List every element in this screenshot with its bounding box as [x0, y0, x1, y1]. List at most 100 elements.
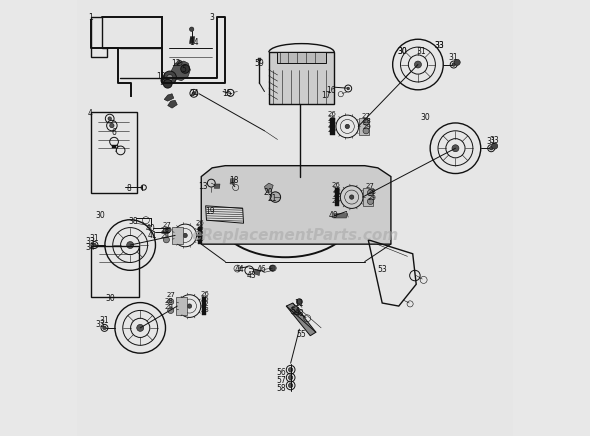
Text: 33: 33 — [434, 41, 444, 50]
Polygon shape — [214, 184, 220, 188]
Text: 53: 53 — [378, 265, 387, 274]
Text: 28: 28 — [160, 227, 169, 233]
Text: 13: 13 — [198, 182, 207, 191]
Circle shape — [93, 243, 96, 247]
Polygon shape — [201, 166, 391, 244]
Circle shape — [269, 265, 276, 271]
Text: 28: 28 — [165, 298, 174, 304]
Text: 41: 41 — [147, 231, 157, 240]
Text: 23: 23 — [201, 307, 209, 313]
Circle shape — [108, 117, 112, 120]
Circle shape — [452, 145, 459, 152]
Text: 30: 30 — [106, 294, 116, 303]
Text: 29: 29 — [368, 195, 376, 201]
Text: 33: 33 — [95, 320, 105, 329]
Circle shape — [166, 227, 171, 232]
Text: 40: 40 — [145, 224, 155, 233]
Polygon shape — [176, 297, 187, 315]
Text: 33: 33 — [490, 136, 500, 145]
Text: 27: 27 — [162, 221, 171, 228]
Text: 28: 28 — [363, 118, 372, 124]
Text: 59: 59 — [254, 59, 264, 68]
Circle shape — [183, 233, 187, 238]
Text: 22: 22 — [327, 122, 336, 128]
Text: 21: 21 — [268, 194, 277, 203]
Text: 31: 31 — [90, 234, 99, 243]
Circle shape — [363, 119, 369, 125]
Circle shape — [345, 124, 349, 129]
Circle shape — [181, 65, 189, 73]
Text: 17: 17 — [321, 92, 330, 100]
Text: 18: 18 — [229, 177, 239, 185]
Text: 31: 31 — [449, 54, 458, 62]
Polygon shape — [286, 303, 316, 336]
Text: 33: 33 — [85, 237, 95, 246]
Circle shape — [454, 59, 460, 65]
Text: 26: 26 — [196, 220, 205, 226]
Text: 30: 30 — [420, 113, 430, 122]
Polygon shape — [269, 52, 335, 104]
Text: 27: 27 — [366, 183, 375, 189]
Text: 56: 56 — [276, 368, 286, 377]
Text: 46: 46 — [257, 265, 267, 274]
Text: 10: 10 — [156, 72, 166, 81]
Text: 27: 27 — [167, 292, 176, 298]
Text: 33: 33 — [434, 41, 444, 50]
Text: 26: 26 — [201, 291, 209, 297]
Circle shape — [189, 27, 194, 31]
Text: 23: 23 — [327, 127, 336, 133]
Circle shape — [289, 368, 293, 372]
Text: 31: 31 — [417, 47, 426, 56]
Text: 43: 43 — [247, 271, 256, 280]
Text: 57: 57 — [276, 376, 286, 385]
Text: 26: 26 — [332, 182, 341, 188]
Polygon shape — [264, 183, 273, 193]
Text: 28: 28 — [368, 189, 376, 195]
Circle shape — [167, 75, 173, 81]
Text: 31: 31 — [486, 137, 496, 146]
Polygon shape — [198, 227, 202, 244]
Text: 31: 31 — [100, 316, 109, 324]
Text: 30: 30 — [96, 211, 106, 220]
Circle shape — [110, 123, 114, 128]
Circle shape — [103, 326, 106, 330]
Circle shape — [127, 242, 134, 249]
Text: 30: 30 — [397, 47, 407, 56]
Polygon shape — [112, 145, 116, 148]
Text: 22: 22 — [332, 192, 341, 198]
Text: 49: 49 — [329, 211, 338, 220]
Text: 11: 11 — [294, 299, 304, 307]
Text: 4: 4 — [88, 109, 93, 118]
Text: 58: 58 — [276, 384, 286, 392]
Text: 20: 20 — [263, 188, 273, 197]
Text: 26: 26 — [327, 111, 336, 117]
Circle shape — [296, 299, 303, 305]
Polygon shape — [202, 297, 206, 315]
Polygon shape — [206, 206, 244, 223]
Circle shape — [187, 304, 192, 308]
Polygon shape — [359, 118, 369, 135]
Polygon shape — [164, 94, 174, 101]
Text: 54: 54 — [290, 307, 300, 316]
Circle shape — [163, 79, 172, 88]
Text: 14: 14 — [189, 38, 199, 47]
Text: 38: 38 — [129, 217, 139, 225]
Polygon shape — [335, 188, 339, 206]
Polygon shape — [330, 118, 335, 135]
Text: 44: 44 — [235, 265, 244, 274]
Text: 9: 9 — [159, 78, 165, 87]
Text: 34: 34 — [85, 243, 95, 252]
Text: 25: 25 — [332, 187, 341, 193]
Text: 48: 48 — [294, 309, 304, 317]
Text: 6: 6 — [112, 129, 116, 137]
Text: 3: 3 — [209, 13, 215, 22]
Circle shape — [163, 228, 169, 234]
Polygon shape — [189, 37, 195, 44]
Polygon shape — [254, 269, 260, 276]
Circle shape — [177, 60, 182, 65]
Polygon shape — [230, 179, 235, 184]
Polygon shape — [363, 188, 373, 206]
Circle shape — [192, 92, 196, 95]
Circle shape — [452, 63, 455, 66]
Text: 23: 23 — [196, 236, 205, 242]
